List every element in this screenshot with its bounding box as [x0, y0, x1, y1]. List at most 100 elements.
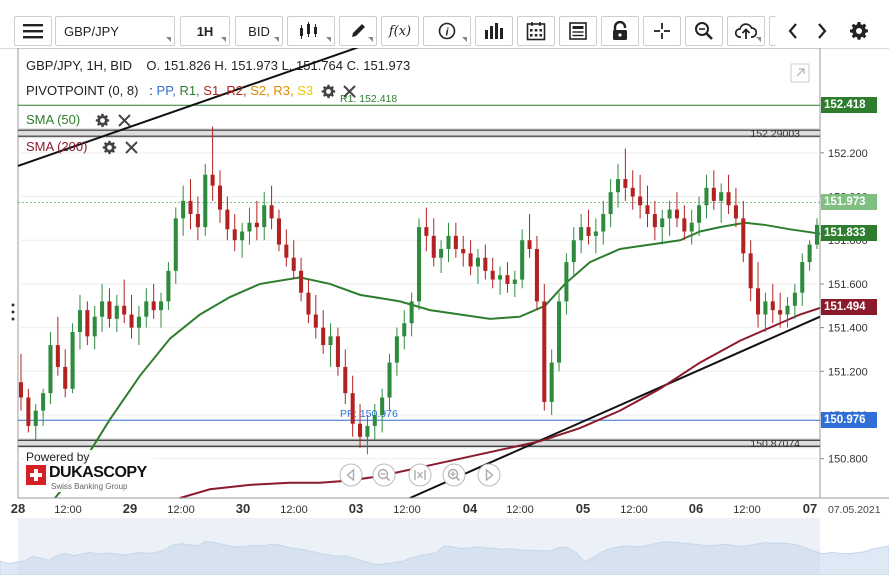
- candle-body[interactable]: [70, 331, 75, 389]
- candle-body[interactable]: [571, 240, 576, 263]
- candle-body[interactable]: [778, 310, 783, 315]
- sma200-remove-button[interactable]: [125, 141, 138, 159]
- candle-body[interactable]: [608, 192, 613, 215]
- candle-body[interactable]: [623, 179, 628, 188]
- candle-body[interactable]: [299, 270, 304, 293]
- candle-body[interactable]: [549, 362, 554, 402]
- candle-body[interactable]: [129, 314, 134, 328]
- candle-body[interactable]: [630, 187, 635, 197]
- candle-body[interactable]: [756, 288, 761, 315]
- nav-back-button[interactable]: [339, 463, 363, 492]
- candle-body[interactable]: [350, 393, 355, 424]
- nav-forward-button[interactable]: [477, 463, 501, 492]
- candle-body[interactable]: [763, 301, 768, 315]
- candle-body[interactable]: [55, 345, 60, 367]
- symbol-select[interactable]: GBP/JPY: [55, 16, 175, 46]
- candle-body[interactable]: [188, 200, 193, 215]
- candle-body[interactable]: [365, 425, 370, 437]
- candle-body[interactable]: [210, 174, 215, 186]
- candle-body[interactable]: [697, 205, 702, 223]
- candle-body[interactable]: [660, 218, 665, 228]
- candle-body[interactable]: [498, 275, 503, 280]
- candle-body[interactable]: [534, 248, 539, 302]
- candle-body[interactable]: [719, 192, 724, 201]
- candle-body[interactable]: [446, 235, 451, 249]
- candle-body[interactable]: [490, 270, 495, 280]
- candle-body[interactable]: [92, 316, 97, 337]
- candle-body[interactable]: [733, 205, 738, 219]
- trend-line-upper[interactable]: [17, 31, 401, 167]
- price-side-select[interactable]: BID: [235, 16, 283, 46]
- candle-body[interactable]: [704, 187, 709, 206]
- candle-body[interactable]: [615, 179, 621, 193]
- candle-body[interactable]: [800, 262, 805, 293]
- settings-button[interactable]: [843, 16, 875, 46]
- candle-body[interactable]: [372, 414, 377, 426]
- candle-body[interactable]: [682, 218, 687, 232]
- candle-body[interactable]: [262, 205, 267, 228]
- candle-body[interactable]: [564, 262, 569, 302]
- candle-body[interactable]: [26, 397, 31, 426]
- sma50-remove-button[interactable]: [118, 114, 131, 132]
- candle-body[interactable]: [321, 327, 326, 346]
- pivot-remove-button[interactable]: [343, 85, 356, 103]
- candle-body[interactable]: [652, 214, 657, 228]
- candle-body[interactable]: [638, 196, 643, 206]
- candle-body[interactable]: [173, 218, 178, 271]
- candle-body[interactable]: [741, 218, 746, 254]
- candle-body[interactable]: [409, 301, 414, 324]
- indicators-button[interactable]: f(x): [381, 16, 419, 46]
- candle-body[interactable]: [814, 224, 820, 245]
- candle-body[interactable]: [468, 253, 473, 267]
- candle-body[interactable]: [424, 227, 429, 236]
- candle-body[interactable]: [770, 301, 775, 311]
- candle-body[interactable]: [785, 305, 790, 315]
- candle-body[interactable]: [520, 240, 525, 280]
- candle-body[interactable]: [394, 336, 399, 363]
- volume-button[interactable]: [475, 16, 513, 46]
- candle-body[interactable]: [579, 227, 584, 241]
- candle-body[interactable]: [667, 209, 672, 219]
- candle-body[interactable]: [586, 227, 591, 236]
- calendar-button[interactable]: [517, 16, 555, 46]
- candle-body[interactable]: [527, 240, 532, 249]
- candle-body[interactable]: [601, 214, 606, 232]
- candle-body[interactable]: [726, 192, 731, 206]
- candle-body[interactable]: [461, 248, 466, 254]
- candle-body[interactable]: [380, 397, 385, 415]
- candle-body[interactable]: [475, 257, 480, 267]
- navigator-window[interactable]: [18, 518, 820, 575]
- candle-body[interactable]: [358, 423, 363, 437]
- news-button[interactable]: [559, 16, 597, 46]
- crosshair-button[interactable]: [643, 16, 681, 46]
- candle-body[interactable]: [100, 301, 105, 317]
- candle-body[interactable]: [232, 229, 237, 241]
- sma200-settings-button[interactable]: [102, 140, 117, 160]
- candle-body[interactable]: [328, 336, 333, 346]
- candle-body[interactable]: [335, 336, 340, 367]
- candle-body[interactable]: [439, 248, 444, 258]
- candle-body[interactable]: [122, 305, 127, 315]
- candle-body[interactable]: [807, 244, 812, 263]
- candle-body[interactable]: [276, 218, 281, 245]
- candle-body[interactable]: [151, 301, 156, 311]
- candle-body[interactable]: [63, 366, 68, 389]
- chart-type-button[interactable]: [287, 16, 335, 46]
- candle-body[interactable]: [48, 345, 53, 394]
- candle-body[interactable]: [557, 301, 562, 363]
- candle-body[interactable]: [416, 227, 422, 302]
- candle-body[interactable]: [453, 235, 458, 249]
- candle-body[interactable]: [144, 301, 149, 317]
- nav-fit-button[interactable]: [408, 463, 432, 492]
- candle-body[interactable]: [284, 244, 289, 258]
- nav-zoom-in-button[interactable]: [442, 463, 466, 492]
- candle-body[interactable]: [674, 209, 679, 219]
- candle-body[interactable]: [792, 292, 797, 306]
- candle-body[interactable]: [136, 316, 141, 328]
- candle-body[interactable]: [195, 214, 200, 228]
- candle-body[interactable]: [291, 257, 296, 271]
- candle-body[interactable]: [343, 366, 348, 394]
- chart-area[interactable]: 152.29003 150.87074 R1: 152.418 PP: 150.976…: [0, 31, 889, 576]
- menu-button[interactable]: [14, 16, 52, 46]
- lock-button[interactable]: [601, 16, 639, 46]
